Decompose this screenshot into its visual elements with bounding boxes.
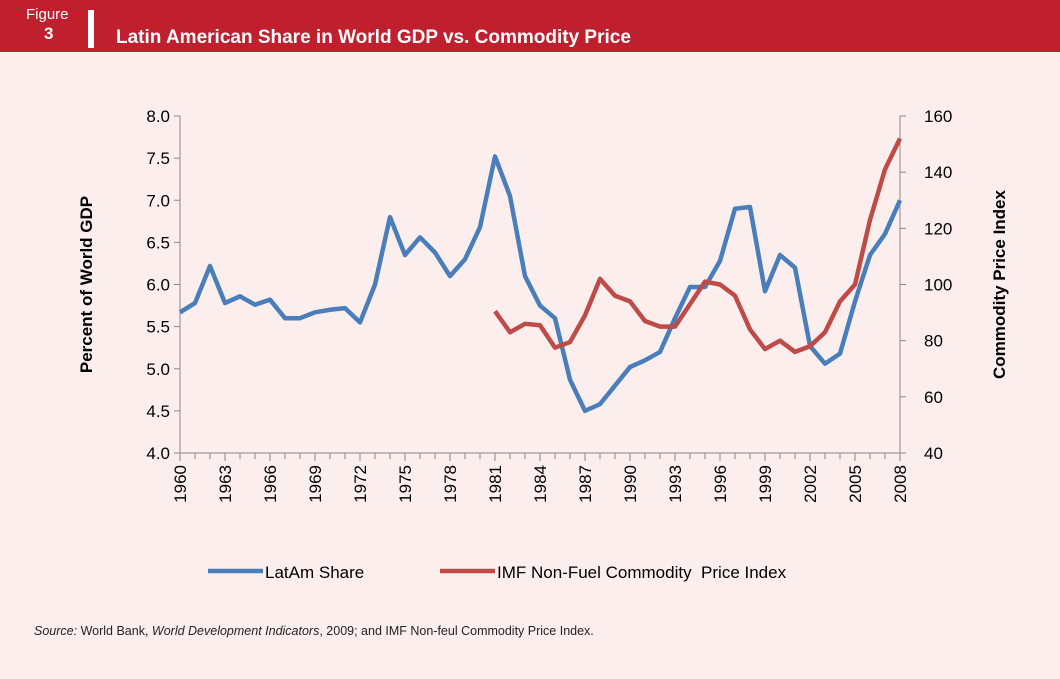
x-tick-label: 1981: [486, 465, 505, 503]
y-tick-label: 6.0: [146, 276, 170, 295]
x-tick-label: 2005: [846, 465, 865, 503]
y-tick-label: 8.0: [146, 107, 170, 126]
y2-tick-label: 120: [924, 219, 952, 238]
x-tick-label: 1987: [576, 465, 595, 503]
source-text: , 2009; and IMF Non-feul Commodity Price…: [319, 624, 594, 638]
x-tick-label: 1978: [441, 465, 460, 503]
x-tick-label: 2008: [891, 465, 910, 503]
x-tick-label: 1993: [666, 465, 685, 503]
source-text: World Bank,: [77, 624, 152, 638]
x-tick-label: 1975: [396, 465, 415, 503]
y2-tick-label: 60: [924, 388, 943, 407]
y-tick-label: 4.0: [146, 444, 170, 463]
y-tick-label: 7.5: [146, 149, 170, 168]
x-tick-label: 1990: [621, 465, 640, 503]
y-tick-label: 7.0: [146, 191, 170, 210]
source-title: World Development Indicators: [151, 624, 320, 638]
y-tick-label: 5.5: [146, 318, 170, 337]
x-tick-label: 1960: [171, 465, 190, 503]
y2-tick-label: 80: [924, 332, 943, 351]
series-line: [493, 137, 903, 355]
chart-title: Latin American Share in World GDP vs. Co…: [116, 27, 631, 48]
x-tick-label: 1972: [351, 465, 370, 503]
y2-tick-label: 40: [924, 444, 943, 463]
x-tick-label: 2002: [801, 465, 820, 503]
header: Figure 3 Latin American Share in World G…: [0, 0, 1060, 52]
figure-label: Figure: [26, 6, 69, 23]
y-tick-label: 6.5: [146, 233, 170, 252]
y2-axis-label: Commodity Price Index: [990, 189, 1009, 378]
x-tick-label: 1969: [306, 465, 325, 503]
source-label: Source:: [34, 624, 78, 638]
y-tick-label: 4.5: [146, 402, 170, 421]
y2-tick-label: 140: [924, 163, 952, 182]
y2-tick-label: 100: [924, 276, 952, 295]
x-tick-label: 1996: [711, 465, 730, 503]
series-line: [178, 154, 903, 414]
legend-label: LatAm Share: [265, 563, 364, 582]
y-axis-label: Percent of World GDP: [77, 196, 96, 373]
x-tick-label: 1984: [531, 465, 550, 503]
x-tick-label: 1963: [216, 465, 235, 503]
x-tick-label: 1999: [756, 465, 775, 503]
x-tick-label: 1966: [261, 465, 280, 503]
y-tick-label: 5.0: [146, 360, 170, 379]
legend-label: IMF Non-Fuel Commodity Price Index: [497, 563, 787, 582]
divider: [88, 10, 94, 48]
figure-number: 3: [44, 24, 54, 43]
chart: 4.0 4.5 5.0 5.5 6.0 6.5 7.0 7.5 8.0 40 60 80 100 120 1…: [77, 107, 1009, 582]
source-note: Source: World Bank, World Development In…: [34, 624, 594, 638]
y2-tick-label: 160: [924, 107, 952, 126]
